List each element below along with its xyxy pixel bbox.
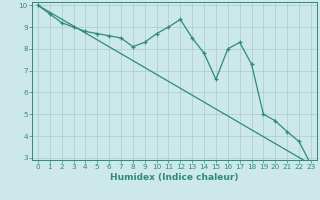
X-axis label: Humidex (Indice chaleur): Humidex (Indice chaleur) — [110, 173, 239, 182]
